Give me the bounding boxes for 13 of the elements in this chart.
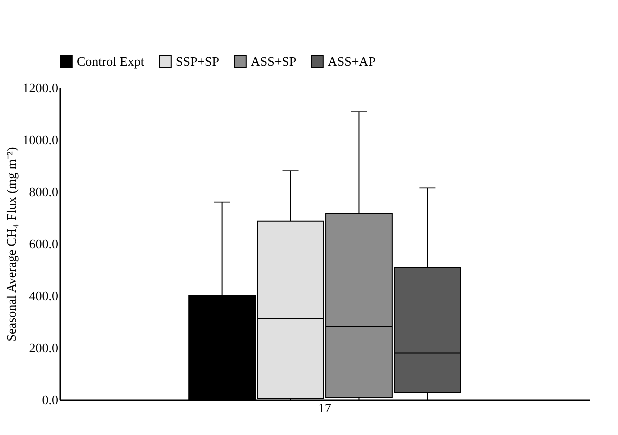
y-tick-label: 800.0 <box>29 184 58 200</box>
y-tick-label: 1000.0 <box>22 132 58 148</box>
legend-label: Control Expt <box>77 54 145 69</box>
y-tick-label: 0.0 <box>42 392 58 408</box>
x-tick-label: 17 <box>318 400 332 416</box>
legend-label: SSP+SP <box>176 54 220 69</box>
y-tick-label: 400.0 <box>29 288 58 304</box>
y-tick-label: 1200.0 <box>22 80 58 96</box>
y-axis-title: Seasonal Average CH₄ Flux (mg m⁻²) <box>4 147 19 342</box>
legend-label: ASS+AP <box>328 54 376 69</box>
y-tick-label: 600.0 <box>29 236 58 252</box>
y-tick-label: 200.0 <box>29 340 58 356</box>
legend-label: ASS+SP <box>251 54 297 69</box>
